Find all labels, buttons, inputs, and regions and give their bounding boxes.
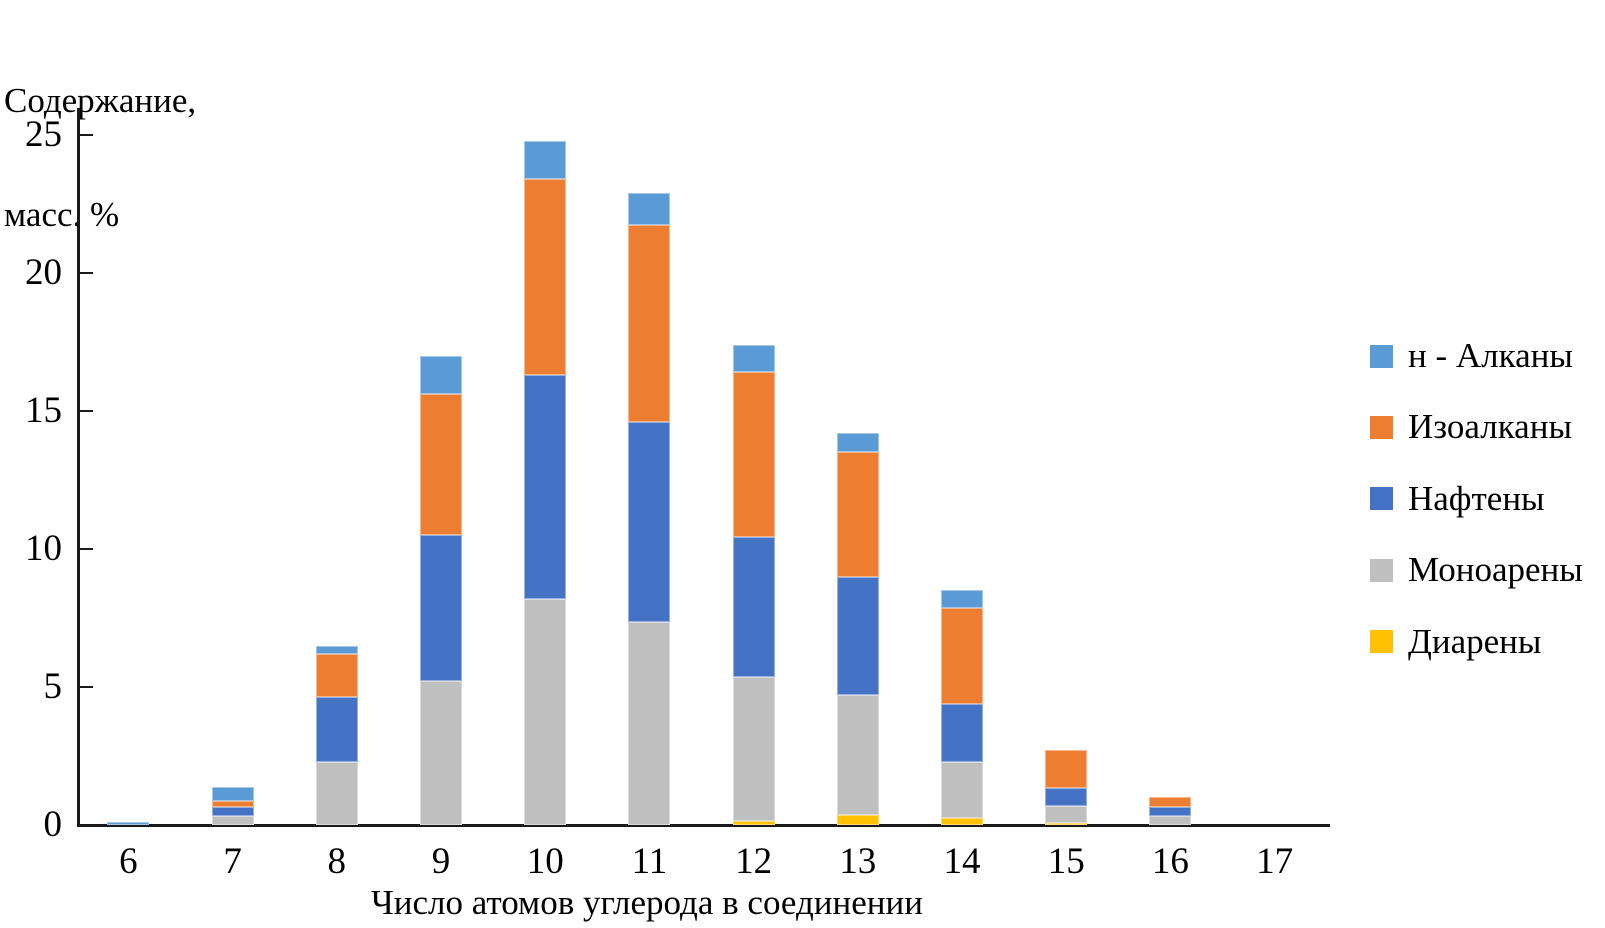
legend-swatch-н - Алканы	[1370, 344, 1393, 368]
bar-segment-11-Нафтены	[628, 422, 671, 623]
y-tick-label-25: 25	[25, 114, 62, 155]
y-axis-title: Содержание, масс. %	[4, 6, 196, 310]
y-tick-label-0: 0	[43, 804, 63, 845]
legend-item-Моноарены: Моноарены	[1370, 552, 1583, 588]
legend-label-Диарены: Диарены	[1408, 621, 1542, 661]
legend-label-Изоалканы: Изоалканы	[1408, 407, 1572, 447]
bar-segment-8-Нафтены	[315, 696, 358, 762]
bar-segment-11-Изоалканы	[628, 224, 671, 423]
legend-item-н - Алканы: н - Алканы	[1370, 338, 1573, 374]
bar-segment-9-Нафтены	[420, 535, 462, 682]
bar-segment-10-Моноарены	[524, 598, 567, 825]
bar-segment-13-н - Алканы	[836, 433, 879, 453]
bar-segment-10-Нафтены	[524, 375, 567, 599]
bar-segment-8-Изоалканы	[315, 653, 358, 697]
bar-segment-14-Изоалканы	[941, 608, 983, 704]
bar-segment-16-Моноарены	[1149, 815, 1192, 825]
legend-label-Нафтены: Нафтены	[1408, 478, 1545, 518]
y-tick-mark-20	[80, 272, 93, 274]
bar-segment-10-Изоалканы	[524, 179, 567, 376]
bar-segment-12-Нафтены	[732, 536, 775, 678]
bar-segment-13-Изоалканы	[836, 452, 879, 577]
x-tick-label-7: 7	[223, 841, 242, 882]
x-tick-label-15: 15	[1047, 841, 1085, 882]
bar-segment-11-Моноарены	[628, 622, 671, 825]
x-axis-line	[77, 824, 1330, 827]
bar-segment-9-Моноарены	[420, 681, 462, 825]
bar-segment-14-Моноарены	[941, 761, 983, 819]
bar-segment-11-н - Алканы	[628, 192, 671, 225]
bar-segment-14-Нафтены	[941, 703, 983, 762]
bar-segment-9-Изоалканы	[420, 394, 462, 536]
bar-segment-13-Нафтены	[836, 576, 879, 696]
bar-segment-16-Нафтены	[1149, 806, 1192, 816]
y-axis-line	[77, 108, 80, 827]
y-tick-label-5: 5	[43, 666, 63, 707]
y-tick-label-20: 20	[25, 252, 62, 293]
bar-segment-8-н - Алканы	[315, 645, 358, 654]
bar-segment-15-Моноарены	[1045, 805, 1088, 824]
bar-segment-12-Моноарены	[732, 677, 775, 821]
legend-item-Изоалканы: Изоалканы	[1370, 409, 1572, 445]
x-tick-label-13: 13	[839, 841, 877, 882]
bar-segment-15-Нафтены	[1045, 787, 1088, 806]
y-tick-mark-10	[80, 548, 93, 550]
bar-segment-13-Диарены	[836, 815, 879, 825]
legend-item-Нафтены: Нафтены	[1370, 478, 1545, 518]
legend-label-Моноарены: Моноарены	[1408, 550, 1583, 590]
bar-segment-6-н - Алканы	[107, 822, 150, 825]
bar-segment-14-н - Алканы	[941, 590, 983, 609]
y-tick-label-10: 10	[25, 528, 62, 569]
y-axis-title-line2: масс. %	[4, 195, 120, 234]
y-tick-label-15: 15	[25, 390, 62, 431]
x-tick-label-14: 14	[943, 841, 981, 882]
bar-segment-16-Изоалканы	[1149, 797, 1192, 807]
legend-swatch-Диарены	[1370, 630, 1393, 654]
bar-segment-7-Изоалканы	[211, 800, 254, 807]
x-tick-label-17: 17	[1256, 841, 1294, 882]
legend-item-Диарены: Диарены	[1370, 621, 1542, 661]
bar-segment-8-Моноарены	[315, 761, 358, 825]
bar-segment-15-Диарены	[1045, 823, 1088, 825]
y-axis-title-line1: Содержание,	[4, 81, 197, 120]
x-tick-label-11: 11	[631, 841, 668, 882]
x-tick-label-10: 10	[526, 841, 564, 882]
x-tick-label-6: 6	[119, 841, 138, 882]
y-tick-mark-5	[80, 686, 93, 688]
x-tick-label-16: 16	[1151, 841, 1189, 882]
bar-segment-15-Изоалканы	[1045, 750, 1088, 788]
legend-label-н - Алканы: н - Алканы	[1408, 336, 1573, 375]
bar-segment-7-н - Алканы	[211, 786, 254, 801]
x-tick-label-9: 9	[431, 841, 451, 882]
bar-segment-12-Изоалканы	[732, 372, 775, 537]
bar-segment-12-Диарены	[732, 820, 775, 825]
legend-swatch-Нафтены	[1370, 487, 1393, 511]
bar-segment-9-н - Алканы	[420, 355, 462, 395]
bar-segment-14-Диарены	[941, 818, 983, 825]
bar-segment-13-Моноарены	[836, 695, 879, 816]
y-tick-mark-15	[80, 410, 93, 412]
legend-swatch-Изоалканы	[1370, 415, 1393, 439]
legend-swatch-Моноарены	[1370, 558, 1393, 582]
bar-segment-10-н - Алканы	[524, 140, 567, 180]
bar-segment-7-Моноарены	[211, 815, 254, 825]
y-tick-mark-25	[80, 134, 93, 136]
bar-segment-7-Нафтены	[211, 806, 254, 816]
x-tick-label-8: 8	[327, 841, 347, 882]
x-axis-title: Число атомов углерода в соединении	[371, 883, 923, 922]
bar-segment-12-н - Алканы	[732, 344, 775, 373]
x-tick-label-12: 12	[735, 841, 773, 882]
